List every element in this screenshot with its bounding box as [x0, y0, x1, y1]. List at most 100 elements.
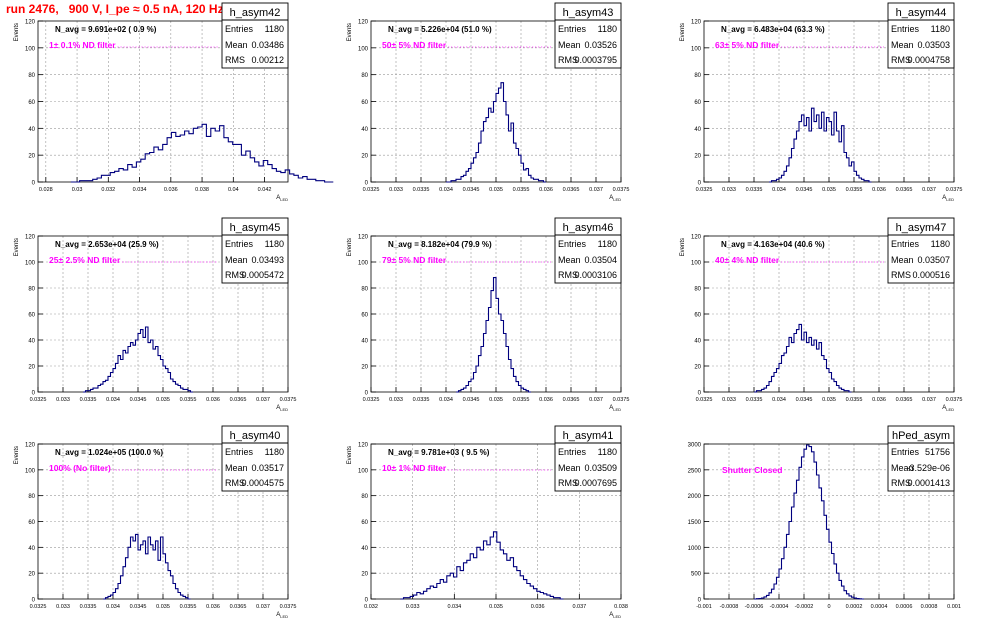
stats-label-entries: Entries [225, 24, 254, 34]
x-tick-label: 0.032 [101, 187, 115, 193]
x-tick-label: 0.0004 [871, 604, 888, 610]
y-tick-label: 60 [28, 520, 35, 526]
x-tick-label: 0.036 [539, 397, 553, 403]
y-tick-label: 60 [28, 100, 35, 106]
y-tick-label: 20 [361, 365, 368, 371]
x-tick-label: 0.034 [106, 604, 120, 610]
x-tick-label: 0.035 [489, 187, 503, 193]
stats-value-rms: 0.00212 [251, 55, 284, 65]
x-tick-label: 0.0345 [463, 397, 480, 403]
y-axis-title: Events [14, 23, 20, 41]
x-tick-label: 0.0375 [613, 397, 630, 403]
stats-label-entries: Entries [891, 24, 920, 34]
stats-box-title: h_asym42 [230, 7, 281, 19]
n-avg-label: N_avg = 9.781e+03 ( 9.5 %) [388, 448, 490, 457]
stats-label-rms: RMS [225, 55, 245, 65]
stats-value-mean: 0.03503 [917, 40, 950, 50]
histogram-panel: 0 20 40 60 80 100 120 0.0325 0.033 0.0335 0.034 0.0… [14, 217, 296, 412]
x-tick-label: 0.033 [56, 604, 70, 610]
x-axis-title-subscript: LED [613, 197, 621, 202]
y-axis-title: Events [347, 23, 353, 41]
x-tick-label: 0.0355 [513, 187, 530, 193]
y-tick-label: 40 [28, 546, 35, 552]
stats-box-title: h_asym40 [230, 430, 281, 442]
y-axis-title: Events [347, 446, 353, 464]
stats-box: hPed_asym Entries 51756 Mean-3.529e-06 RMS0.… [887, 425, 955, 492]
stats-value-entries: 1180 [598, 447, 617, 457]
histogram-panel: 0 20 40 60 80 100 120 0.0325 0.033 0.0335 0.034 0.0… [680, 217, 962, 412]
stats-value-entries: 1180 [598, 239, 617, 249]
y-axis-title: Events [680, 23, 686, 41]
x-tick-label: 0.0345 [130, 604, 147, 610]
stats-value-entries: 1180 [265, 447, 284, 457]
stats-label-rms: RMS [891, 55, 911, 65]
histogram-line [754, 444, 864, 600]
y-tick-label: 120 [25, 20, 36, 26]
stats-value-entries: 1180 [265, 239, 284, 249]
histogram-line [754, 323, 852, 393]
y-tick-label: 20 [694, 365, 701, 371]
y-tick-label: 2500 [688, 468, 702, 474]
x-axis-title-main: A [276, 405, 280, 411]
x-tick-label: 0.035 [156, 397, 170, 403]
x-tick-label: 0.034 [133, 187, 147, 193]
y-tick-label: 80 [694, 287, 701, 293]
stats-label-rms: RMS [225, 478, 245, 488]
x-tick-label: 0.04 [228, 187, 239, 193]
y-tick-label: 120 [25, 235, 36, 241]
x-tick-label: 0.033 [406, 604, 420, 610]
stats-box-frame [554, 425, 622, 492]
stats-value-mean: 0.03486 [251, 40, 284, 50]
stats-label-mean: Mean [225, 40, 248, 50]
stats-box: h_asym41 Entries 1180 Mean 0.03509 RMS0.00076… [554, 425, 622, 492]
stats-box: h_asym40 Entries 1180 Mean 0.03517 RMS0.00045… [221, 425, 289, 492]
x-tick-label: 0.0375 [280, 604, 297, 610]
stats-label-entries: Entries [225, 447, 254, 457]
y-tick-label: 0 [698, 598, 702, 604]
x-tick-label: 0.0002 [846, 604, 863, 610]
x-tick-label: 0.0375 [946, 187, 963, 193]
x-tick-label: 0.034 [447, 604, 461, 610]
y-tick-label: 60 [694, 313, 701, 319]
stats-label-mean: Mean [891, 40, 914, 50]
stats-label-entries: Entries [891, 239, 920, 249]
x-axis-title-main: A [609, 405, 613, 411]
y-tick-label: 500 [691, 572, 702, 578]
stats-label-rms: RMS [891, 478, 911, 488]
y-tick-label: 100 [691, 46, 702, 52]
x-tick-label: 0.034 [439, 187, 453, 193]
x-tick-label: 0.033 [56, 397, 70, 403]
y-tick-label: 100 [358, 468, 369, 474]
y-tick-label: 0 [365, 598, 369, 604]
x-tick-label: 0.001 [947, 604, 961, 610]
y-tick-label: 120 [691, 235, 702, 241]
y-tick-label: 1500 [688, 520, 702, 526]
x-axis-title-main: A [942, 195, 946, 201]
y-tick-label: 100 [691, 261, 702, 267]
stats-value-rms: 0.0007695 [574, 478, 617, 488]
histogram-line [70, 123, 334, 183]
y-tick-label: 60 [361, 520, 368, 526]
x-axis-title-subscript: LED [280, 197, 288, 202]
x-tick-label: 0.0365 [230, 604, 247, 610]
histogram-panel: 0 20 40 60 80 100 120 0.028 0.03 0.032 0.034 0.036 0… [14, 2, 334, 202]
x-tick-label: 0.037 [256, 604, 270, 610]
stats-label-rms: RMS [891, 270, 911, 280]
y-tick-label: 20 [361, 572, 368, 578]
stats-box: h_asym44 Entries 1180 Mean 0.03503 RMS0.00047… [887, 2, 955, 69]
stats-value-mean: -3.529e-06 [906, 463, 950, 473]
n-avg-label: N_avg = 6.483e+04 (63.3 %) [721, 25, 825, 34]
histogram-panel: 0 20 40 60 80 100 120 0.0325 0.033 0.0335 0.034 0.0… [14, 425, 297, 619]
stats-box-frame [221, 217, 289, 284]
x-axis-title: ALED [276, 405, 288, 412]
stats-label-mean: Mean [558, 463, 581, 473]
y-tick-label: 80 [28, 494, 35, 500]
x-tick-label: 0.0365 [896, 187, 913, 193]
x-tick-label: 0.036 [539, 187, 553, 193]
x-tick-label: 0.0365 [563, 397, 580, 403]
y-tick-label: 40 [361, 546, 368, 552]
x-tick-label: 0.036 [872, 397, 886, 403]
y-tick-label: 1000 [688, 546, 702, 552]
x-axis-title-main: A [609, 612, 613, 618]
stats-value-mean: 0.03493 [251, 255, 284, 265]
